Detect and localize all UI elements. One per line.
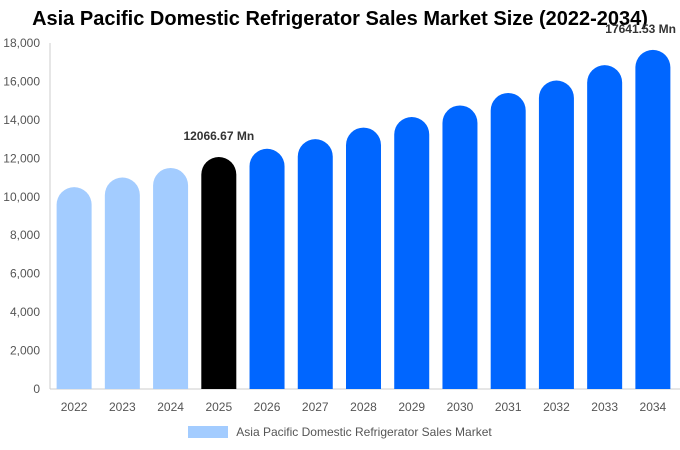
bar-2033 — [587, 65, 623, 389]
y-tick-label: 4,000 — [10, 305, 40, 319]
x-tick-label: 2027 — [302, 400, 329, 414]
y-tick-label: 0 — [33, 382, 40, 396]
bar-2029 — [394, 117, 430, 389]
bar-2022 — [56, 187, 92, 389]
bar-2028 — [346, 127, 381, 390]
x-tick-label: 2032 — [543, 400, 570, 414]
y-tick-label: 16,000 — [3, 74, 40, 88]
x-tick-label: 2028 — [350, 400, 377, 414]
y-tick-label: 2,000 — [10, 344, 40, 358]
x-tick-label: 2034 — [640, 400, 667, 414]
x-tick-label: 2033 — [591, 400, 618, 414]
x-tick-label: 2030 — [447, 400, 474, 414]
x-tick-label: 2023 — [109, 400, 136, 414]
bar-chart: 0 2,000 4,000 6,000 8,000 10,000 12,000 14,000 1… — [3, 22, 680, 414]
legend-swatch — [188, 426, 229, 438]
bar-2034 — [635, 49, 671, 389]
x-tick-label: 2026 — [254, 400, 281, 414]
bar-2027 — [297, 139, 333, 389]
bar-2031 — [490, 92, 526, 389]
bar-2025 — [201, 157, 237, 389]
bar-2023 — [104, 177, 140, 389]
y-tick-label: 14,000 — [3, 113, 40, 127]
bars-group — [56, 49, 671, 390]
x-axis-ticks: 2022 2023 2024 2025 2026 2027 2028 2029 2030 2031… — [61, 400, 667, 414]
x-tick-label: 2022 — [61, 400, 88, 414]
y-axis-ticks: 0 2,000 4,000 6,000 8,000 10,000 12,000 14,000 1… — [3, 36, 40, 396]
x-tick-label: 2031 — [495, 400, 522, 414]
x-tick-label: 2025 — [205, 400, 232, 414]
y-tick-label: 10,000 — [3, 190, 40, 204]
y-tick-label: 12,000 — [3, 151, 40, 165]
bar-2030 — [442, 105, 478, 389]
legend: Asia Pacific Domestic Refrigerator Sales… — [0, 425, 680, 439]
bar-2024 — [153, 167, 189, 389]
bar-2032 — [538, 80, 574, 389]
y-tick-label: 6,000 — [10, 267, 40, 281]
data-label-2025: 12066.67 Mn — [183, 129, 254, 143]
data-label-2034: 17641.53 Mn — [605, 22, 676, 36]
data-annotations: 12066.67 Mn 17641.53 Mn — [183, 22, 676, 143]
x-tick-label: 2024 — [157, 400, 184, 414]
y-tick-label: 8,000 — [10, 228, 40, 242]
y-tick-label: 18,000 — [3, 36, 40, 50]
chart-title: Asia Pacific Domestic Refrigerator Sales… — [32, 8, 648, 30]
bar-2026 — [249, 148, 285, 389]
x-tick-label: 2029 — [398, 400, 425, 414]
legend-label: Asia Pacific Domestic Refrigerator Sales… — [236, 425, 492, 439]
